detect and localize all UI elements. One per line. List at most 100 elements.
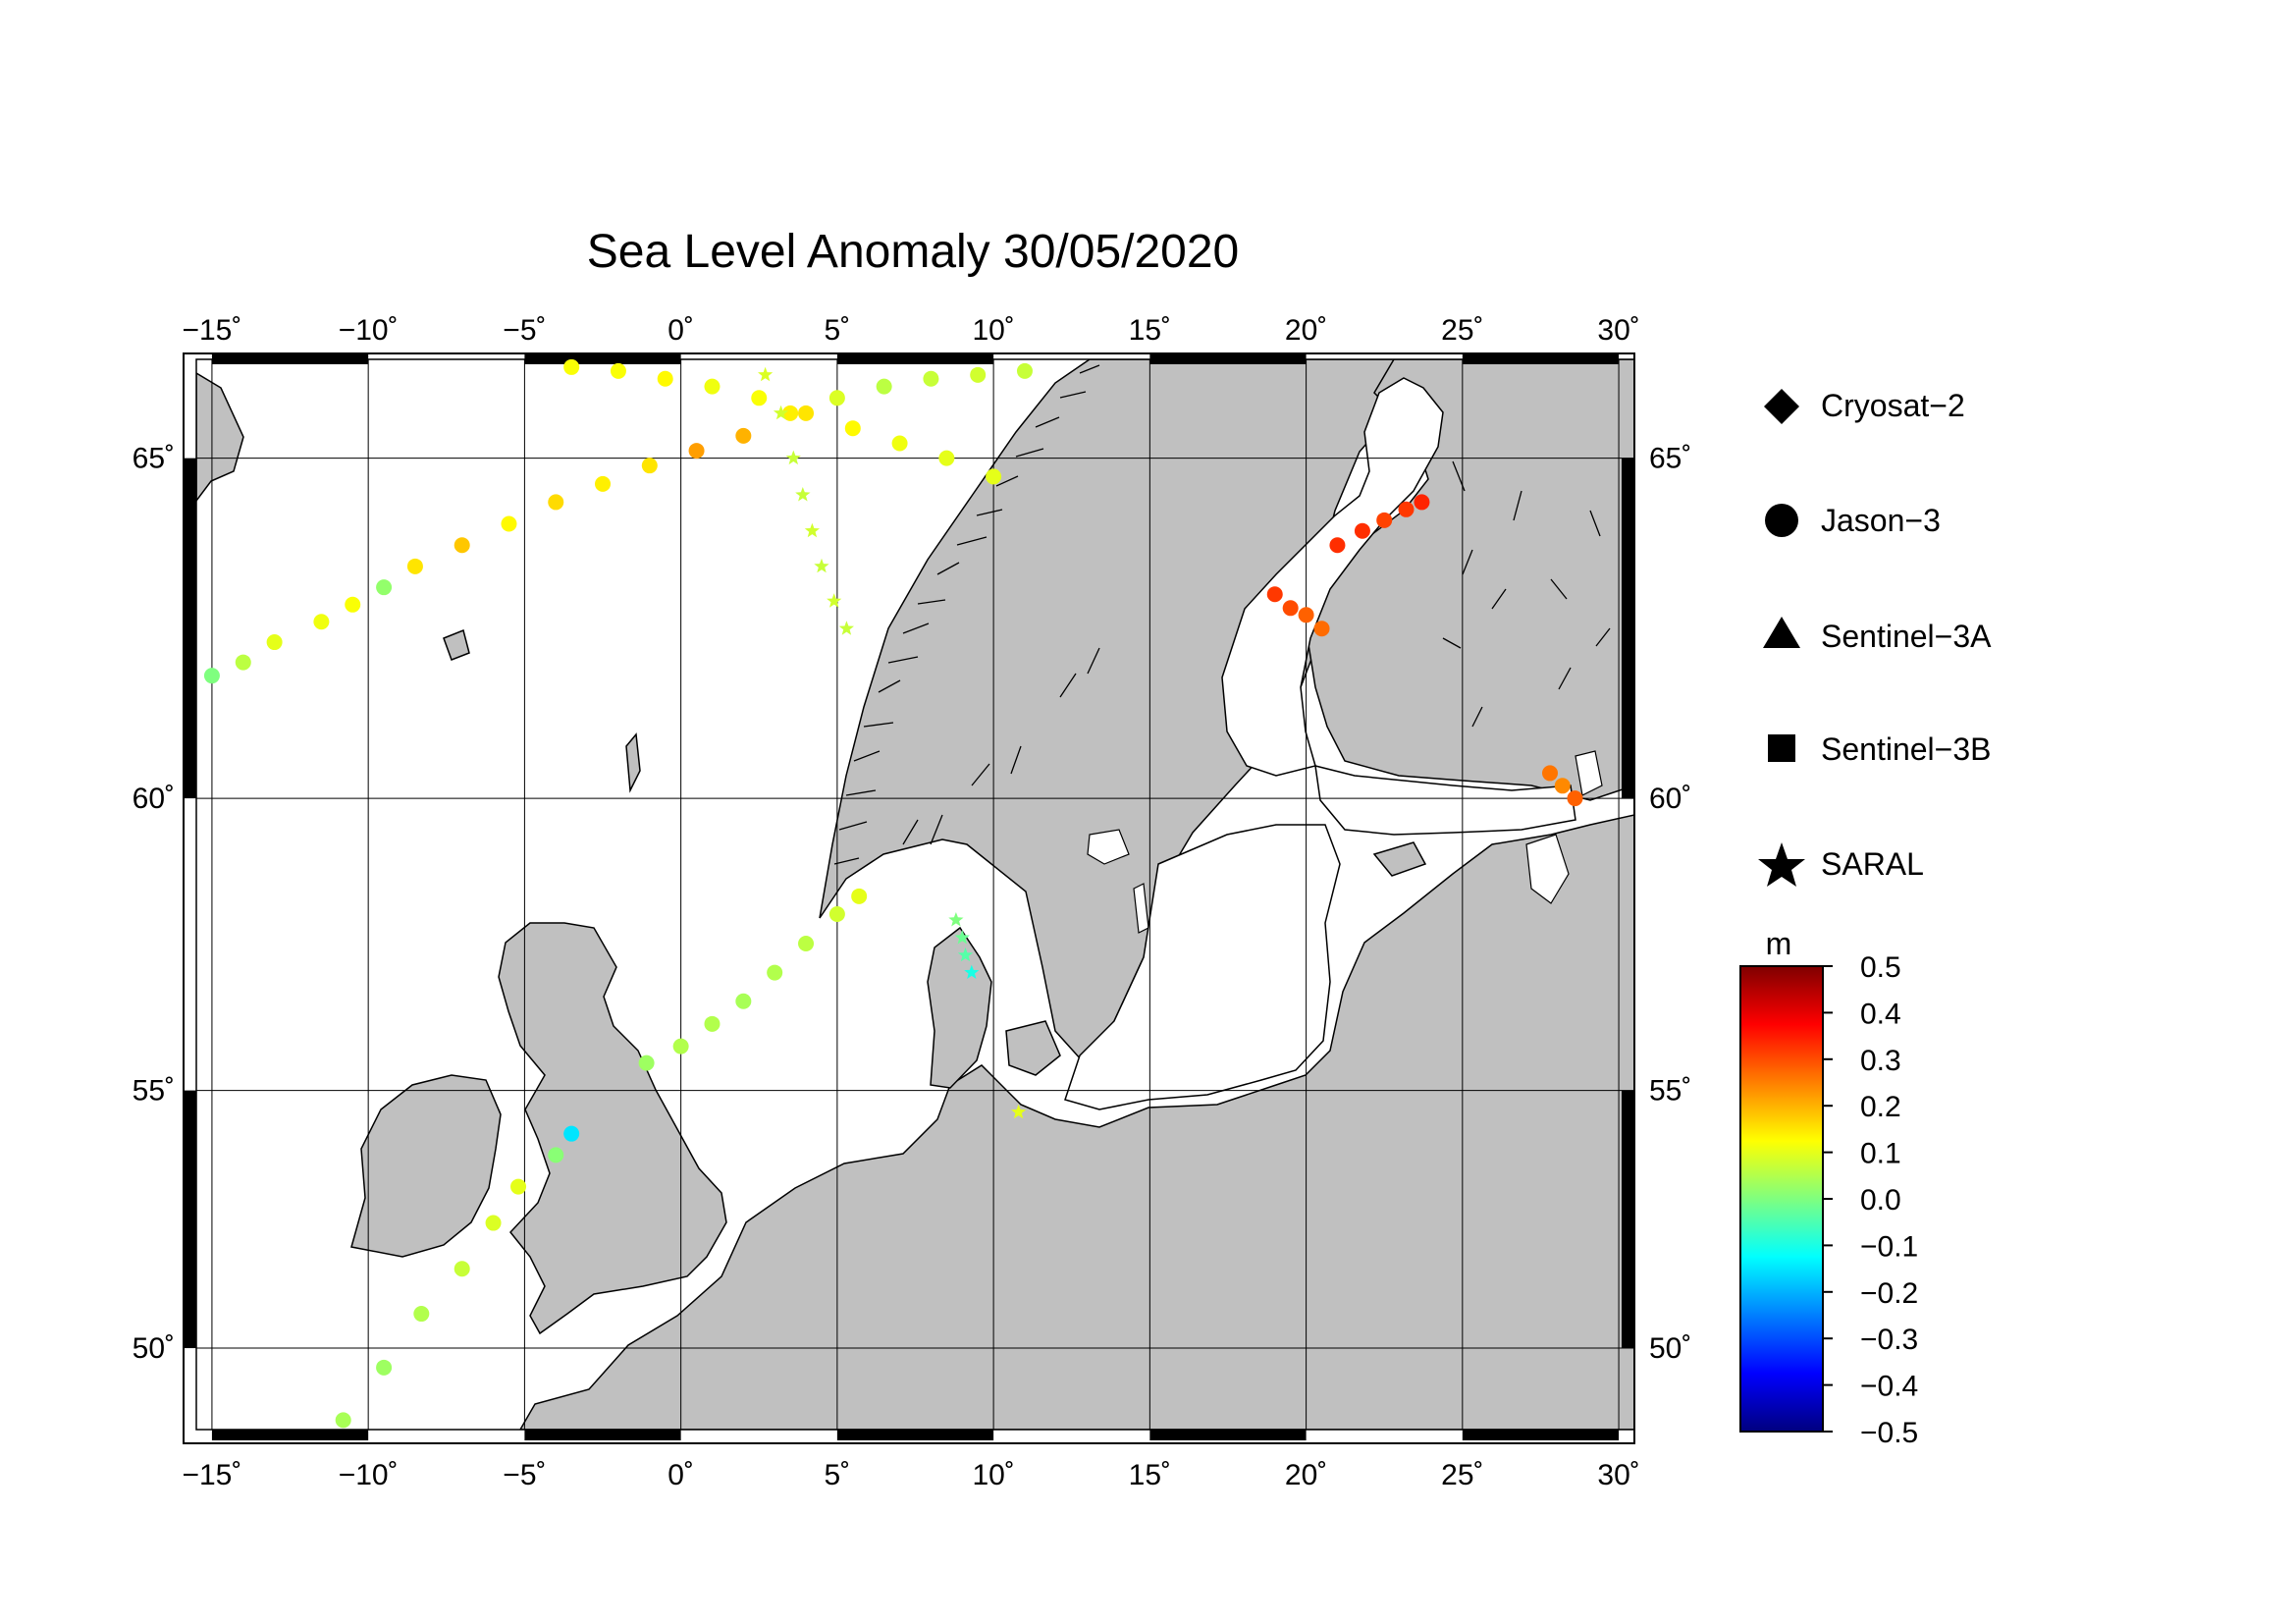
chart-title: Sea Level Anomaly 30/05/2020 — [587, 226, 1240, 278]
jason3-point — [266, 634, 283, 651]
altimetry-tracks — [203, 359, 1583, 1429]
saral-point — [1011, 1104, 1027, 1119]
lon-tick-label: 15˚ — [1129, 314, 1171, 347]
iceland-edge — [196, 372, 244, 503]
jason3-point — [1282, 600, 1299, 617]
lon-tick-label: −5˚ — [503, 1459, 546, 1491]
lat-tick-label: 50˚ — [1649, 1332, 1691, 1365]
jason3-point — [735, 427, 752, 444]
lake-onega — [1575, 750, 1603, 796]
jason3-point — [1567, 790, 1583, 807]
jason3-point — [1542, 765, 1559, 782]
jason3-point — [851, 888, 868, 904]
jason3-point — [828, 390, 845, 406]
jason3-point — [876, 378, 892, 395]
jason3-point — [1376, 512, 1393, 528]
legend: Cryosat−2 Jason−3 Sentinel−3A Sentinel−3… — [1758, 388, 1992, 887]
jason3-point — [235, 654, 251, 671]
legend-item-sentinel3b: Sentinel−3B — [1768, 731, 1991, 767]
colorbar-tick-label: 0.3 — [1860, 1045, 1901, 1077]
jason3-point — [798, 935, 815, 951]
jason3-point — [485, 1215, 502, 1231]
colorbar-tick-label: −0.3 — [1860, 1324, 1918, 1356]
saral-point — [785, 450, 801, 465]
jason3-point — [563, 1125, 580, 1142]
jason3-point — [376, 1359, 393, 1376]
frame-bar-bottom — [836, 1430, 994, 1440]
colorbar-tick-label: −0.2 — [1860, 1277, 1918, 1310]
square-icon — [1768, 734, 1795, 762]
lake-ladoga — [1525, 834, 1570, 904]
graticule — [196, 359, 1634, 1430]
norway-fjords — [833, 364, 1611, 865]
gulf-of-finland — [1314, 765, 1576, 836]
saral-point — [957, 947, 974, 962]
legend-label: SARAL — [1821, 846, 1924, 882]
jason3-point — [203, 668, 220, 684]
lon-tick-label: 15˚ — [1129, 1459, 1171, 1491]
danish-islands — [1005, 1020, 1061, 1076]
jason3-point — [454, 537, 470, 554]
lon-tick-label: −5˚ — [503, 314, 546, 347]
saral-point — [814, 558, 829, 573]
shetland — [625, 732, 641, 793]
lon-tick-label: 30˚ — [1597, 314, 1639, 347]
lon-labels-bottom: −15˚ −10˚ −5˚ 0˚ 5˚ 10˚ 15˚ 20˚ 25˚ 30˚ — [182, 1459, 1639, 1491]
lake-vanern — [1087, 829, 1130, 865]
legend-item-cryosat2: Cryosat−2 — [1764, 388, 1965, 424]
lon-tick-label: 25˚ — [1441, 314, 1483, 347]
jason3-point — [406, 558, 423, 574]
jason3-point — [688, 443, 705, 460]
circle-icon — [1765, 504, 1798, 537]
continental-europe — [519, 814, 1634, 1430]
lon-tick-label: −15˚ — [182, 1459, 241, 1491]
colorbar-unit: m — [1766, 926, 1792, 961]
lat-labels-right: 50˚ 55˚ 60˚ 65˚ — [1649, 443, 1691, 1365]
lon-tick-label: −15˚ — [182, 314, 241, 347]
jason3-point — [704, 378, 721, 395]
frame-bar-bottom — [211, 1430, 369, 1440]
jason3-point — [595, 475, 612, 492]
frame-bar-left — [185, 1090, 196, 1349]
ireland — [350, 1074, 502, 1258]
jason3-point — [704, 1015, 721, 1032]
legend-item-sentinel3a: Sentinel−3A — [1763, 617, 1992, 654]
baltic-sea — [1064, 824, 1341, 1110]
saral-point — [758, 366, 774, 382]
lat-tick-label: 50˚ — [133, 1332, 175, 1365]
faroe — [443, 628, 470, 661]
saaremaa — [1372, 841, 1427, 877]
legend-label: Sentinel−3A — [1821, 619, 1992, 654]
colorbar-tick-label: 0.0 — [1860, 1184, 1901, 1217]
jason3-point — [891, 435, 908, 452]
jason3-point — [638, 1055, 655, 1071]
saral-point — [954, 930, 970, 945]
frame-bar-bottom — [1149, 1430, 1307, 1440]
jason3-point — [1354, 522, 1370, 539]
jason3-point — [923, 370, 939, 387]
jason3-point — [970, 366, 987, 383]
colorbar-gradient — [1739, 965, 1824, 1433]
jason3-point — [735, 993, 752, 1009]
colorbar-tick-label: 0.5 — [1860, 951, 1901, 984]
legend-label: Sentinel−3B — [1821, 731, 1991, 767]
saral-point — [838, 621, 854, 635]
jason3-point — [1398, 501, 1415, 517]
jason3-point — [548, 1147, 564, 1163]
frame-bar-left — [185, 458, 196, 799]
jason3-point — [657, 370, 673, 387]
land-masses — [196, 359, 1634, 1430]
great-britain — [498, 922, 727, 1335]
colorbar-tick-label: 0.1 — [1860, 1138, 1901, 1170]
frame-bar-bottom — [524, 1430, 681, 1440]
triangle-icon — [1763, 617, 1800, 648]
jason3-point — [828, 906, 845, 923]
jason3-point — [1329, 537, 1346, 554]
jason3-point — [563, 359, 580, 375]
jason3-point — [548, 494, 564, 511]
jason3-point — [1414, 494, 1430, 511]
saral-point — [827, 593, 842, 608]
frame-bar-right — [1622, 458, 1634, 799]
lat-tick-label: 60˚ — [1649, 783, 1691, 815]
diamond-icon — [1764, 389, 1799, 424]
